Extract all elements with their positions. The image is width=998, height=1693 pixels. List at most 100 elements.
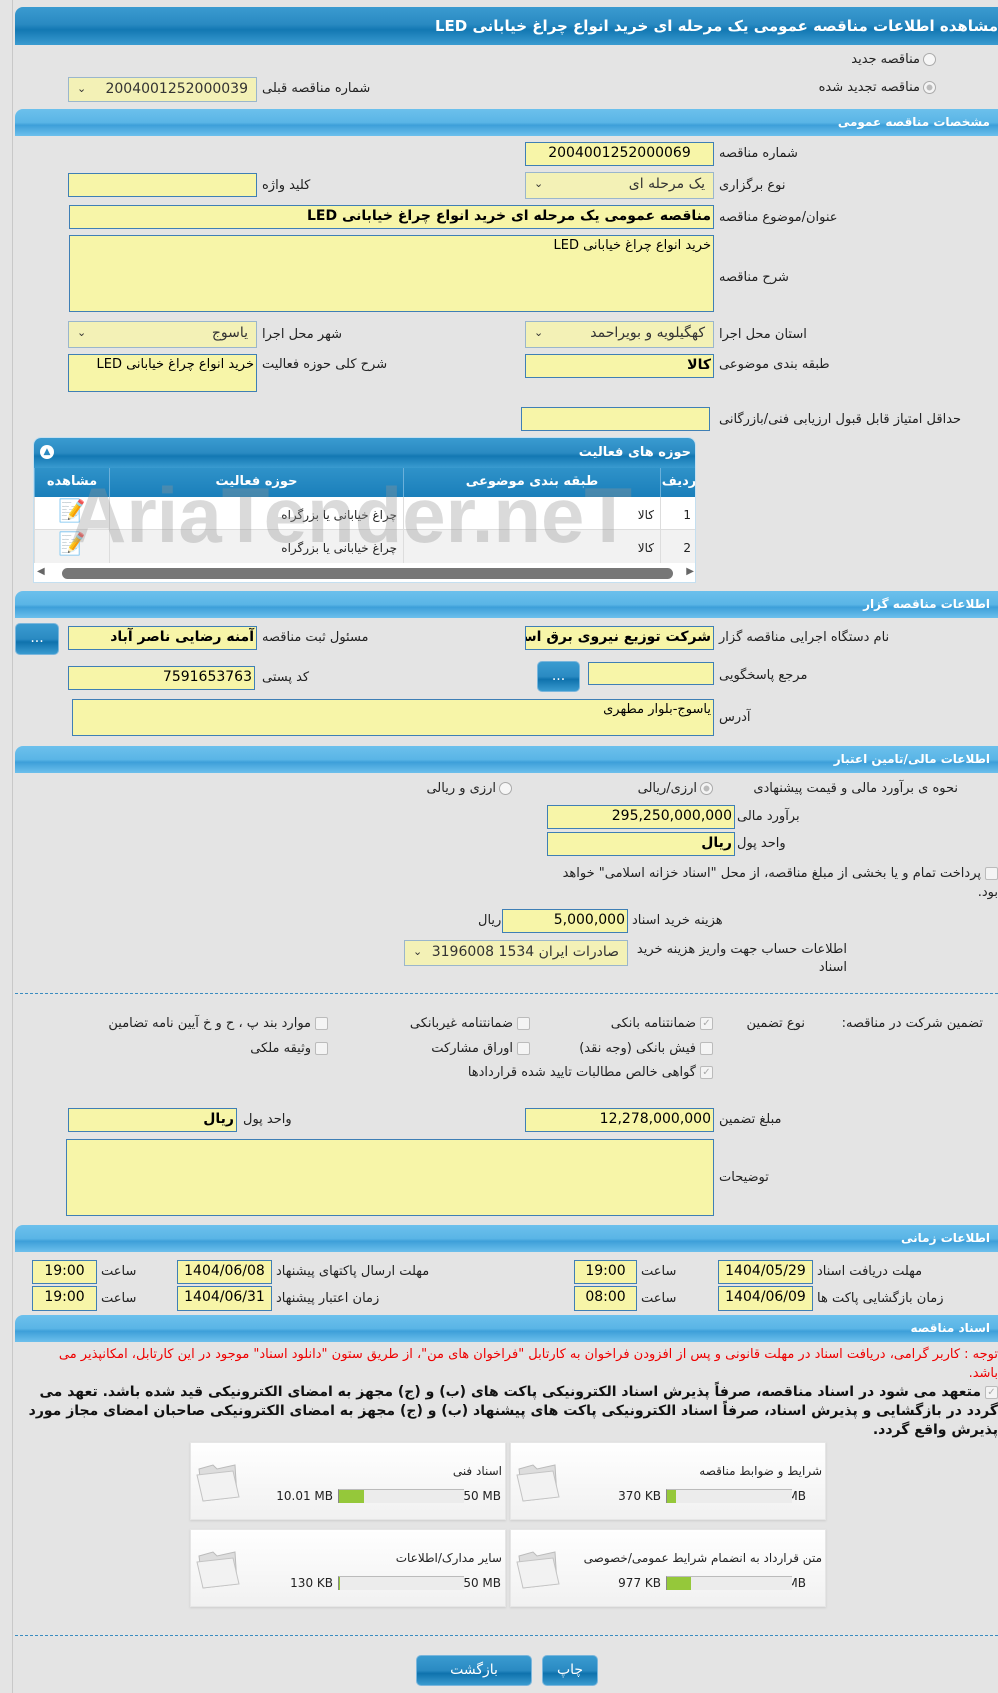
guarantee-option[interactable]: فیش بانکی (وجه نقد) bbox=[579, 1041, 713, 1056]
doc-deadline-field[interactable]: 1404/05/29 bbox=[718, 1260, 813, 1284]
size-progress-fill bbox=[667, 1490, 676, 1503]
checkbox-icon[interactable] bbox=[315, 1017, 328, 1030]
commitment-text: متعهد می شود در اسناد مناقصه، صرفاً پذیر… bbox=[28, 1384, 998, 1438]
column-header-category: طبقه بندی موضوعی bbox=[403, 468, 660, 497]
scroll-right-icon[interactable]: ▶ bbox=[686, 566, 694, 577]
postal-code-field[interactable]: 7591653763 bbox=[68, 666, 255, 690]
select-responsible-button[interactable]: ... bbox=[15, 623, 59, 655]
fee-field[interactable]: 5,000,000 bbox=[502, 909, 628, 933]
document-title: سایر مدارک/اطلاعات bbox=[395, 1551, 502, 1565]
guarantee-amount-field[interactable]: 12,278,000,000 bbox=[525, 1108, 714, 1132]
cell-category: کالا bbox=[403, 530, 660, 563]
account-select[interactable]: صادرات ایران 1534 3196008 ⌄ bbox=[404, 940, 628, 966]
panel-title: حوزه های فعالیت bbox=[578, 445, 691, 460]
document-card[interactable]: اسناد فنی 50 MB 10.01 MB bbox=[190, 1442, 506, 1520]
opening-field[interactable]: 1404/06/09 bbox=[718, 1286, 813, 1311]
radio-label: ارزی/ریالی bbox=[637, 781, 697, 796]
tender-number-field[interactable]: 2004001252000069 bbox=[525, 142, 714, 166]
option-label: ضمانتنامه بانکی bbox=[610, 1016, 696, 1031]
checkbox-checked-icon[interactable]: ✓ bbox=[985, 1385, 998, 1399]
select-value: یاسوج bbox=[211, 325, 248, 341]
radio-foreign-rial[interactable]: ارزی و ریالی bbox=[426, 781, 512, 796]
scroll-left-icon[interactable]: ◀ bbox=[37, 566, 45, 577]
checkbox-icon[interactable] bbox=[517, 1042, 530, 1055]
document-size: 370 KB bbox=[618, 1489, 661, 1503]
collapse-icon[interactable]: ▲ bbox=[40, 445, 54, 459]
guarantee-option[interactable]: ✓ گواهی خالص مطالبات تایید شده قراردادها bbox=[468, 1065, 713, 1080]
treasury-checkbox-row[interactable]: پرداخت تمام و یا بخشی از مبلغ مناقصه، از… bbox=[540, 864, 998, 902]
radio-rial[interactable]: ارزی/ریالی bbox=[638, 781, 713, 796]
prev-tender-select[interactable]: 2004001252000039 ⌄ bbox=[68, 77, 257, 102]
address-field[interactable]: یاسوج-بلوار مطهری bbox=[72, 699, 714, 736]
checkbox-icon[interactable] bbox=[315, 1042, 328, 1055]
radio-label: مناقصه جدید bbox=[851, 52, 920, 67]
document-card[interactable]: سایر مدارک/اطلاعات 50 MB 130 KB bbox=[190, 1529, 506, 1607]
send-deadline-time-field[interactable]: 19:00 bbox=[32, 1260, 97, 1284]
guarantee-type-label: نوع تضمین bbox=[746, 1016, 805, 1031]
checkbox-icon[interactable] bbox=[985, 867, 998, 880]
doc-deadline-label: مهلت دریافت اسناد bbox=[817, 1264, 923, 1279]
guarantee-option[interactable]: ضمانتنامه غیربانکی bbox=[410, 1016, 530, 1031]
checkbox-checked-icon[interactable]: ✓ bbox=[700, 1017, 713, 1030]
estimate-field[interactable]: 295,250,000,000 bbox=[547, 805, 735, 829]
radio-icon[interactable] bbox=[923, 53, 936, 66]
guarantee-currency-field[interactable]: ریال bbox=[68, 1108, 237, 1132]
category-field[interactable]: کالا bbox=[525, 354, 714, 378]
activities-panel-header: حوزه های فعالیت ▲ bbox=[34, 438, 695, 468]
document-card[interactable]: شرایط و ضوابط مناقصه 5 MB 370 KB bbox=[510, 1442, 826, 1520]
table-row: 2 کالا چراغ خیابانی یا بزرگراه 📝 bbox=[34, 530, 695, 563]
city-select[interactable]: یاسوج ⌄ bbox=[68, 321, 257, 348]
keyword-label: کلید واژه bbox=[262, 178, 311, 193]
checkbox-icon[interactable] bbox=[700, 1042, 713, 1055]
scrollbar-thumb[interactable] bbox=[62, 568, 673, 579]
view-document-icon[interactable]: 📝 bbox=[34, 530, 109, 563]
responsible-field[interactable]: آمنه رضایی ناصر آباد bbox=[68, 626, 257, 650]
activities-panel: حوزه های فعالیت ▲ ردیف طبقه بندی موضوعی … bbox=[33, 437, 696, 583]
radio-renewed-tender[interactable]: مناقصه تجدید شده bbox=[819, 80, 936, 95]
min-score-field[interactable] bbox=[521, 407, 710, 431]
type-select[interactable]: یک مرحله ای ⌄ bbox=[525, 172, 714, 199]
view-document-icon[interactable]: 📝 bbox=[34, 497, 109, 530]
size-progress-bar bbox=[338, 1576, 464, 1590]
radio-label: ارزی و ریالی bbox=[426, 781, 496, 796]
validity-field[interactable]: 1404/06/31 bbox=[177, 1286, 272, 1311]
organizer-field[interactable]: شرکت توزیع نیروی برق است bbox=[525, 626, 714, 650]
send-deadline-field[interactable]: 1404/06/08 bbox=[177, 1260, 272, 1284]
print-button[interactable]: چاپ bbox=[542, 1655, 598, 1686]
description-field[interactable]: خرید انواع چراغ خیابانی LED bbox=[69, 235, 714, 312]
validity-time-field[interactable]: 19:00 bbox=[32, 1286, 97, 1311]
size-progress-fill bbox=[667, 1577, 691, 1590]
select-reference-button[interactable]: ... bbox=[537, 661, 580, 692]
subject-field[interactable]: مناقصه عمومی یک مرحله ای خرید انواع چراغ… bbox=[69, 205, 714, 229]
reference-field[interactable] bbox=[588, 662, 714, 685]
guarantee-option[interactable]: موارد بند پ ، ح و خ آیین نامه تضامین bbox=[108, 1016, 328, 1031]
document-title: متن قرارداد به انضمام شرایط عمومی/خصوصی bbox=[583, 1551, 822, 1565]
page-title: مشاهده اطلاعات مناقصه عمومی یک مرحله ای … bbox=[15, 7, 998, 45]
size-progress-bar bbox=[338, 1489, 464, 1503]
horizontal-scrollbar[interactable]: ◀ ▶ bbox=[34, 563, 695, 582]
back-button[interactable]: بازگشت bbox=[416, 1655, 532, 1686]
radio-icon[interactable] bbox=[499, 782, 512, 795]
estimate-method-label: نحوه ی برآورد مالی و قیمت پیشنهادی bbox=[753, 781, 958, 796]
currency-field[interactable]: ریال bbox=[547, 832, 735, 856]
radio-new-tender[interactable]: مناقصه جدید bbox=[851, 52, 936, 67]
province-select[interactable]: کهگیلویه و بویراحمد ⌄ bbox=[525, 321, 714, 348]
radio-icon[interactable] bbox=[700, 782, 713, 795]
checkbox-icon[interactable] bbox=[517, 1017, 530, 1030]
checkbox-checked-icon[interactable]: ✓ bbox=[700, 1066, 713, 1079]
cell-field: چراغ خیابانی یا بزرگراه bbox=[109, 530, 403, 563]
folder-icon bbox=[516, 1464, 560, 1502]
doc-deadline-time-field[interactable]: 19:00 bbox=[574, 1260, 637, 1284]
keyword-field[interactable] bbox=[68, 173, 257, 197]
radio-icon[interactable] bbox=[923, 81, 936, 94]
cell-row: 1 bbox=[660, 497, 695, 530]
guarantee-option[interactable]: ✓ ضمانتنامه بانکی bbox=[611, 1016, 713, 1031]
activity-desc-field[interactable]: خرید انواع چراغ خیابانی LED bbox=[68, 354, 257, 392]
document-card[interactable]: متن قرارداد به انضمام شرایط عمومی/خصوصی … bbox=[510, 1529, 826, 1607]
guarantee-option[interactable]: وثیقه ملکی bbox=[250, 1041, 328, 1056]
opening-time-field[interactable]: 08:00 bbox=[574, 1286, 637, 1311]
size-progress-fill bbox=[339, 1577, 341, 1590]
notes-field[interactable] bbox=[66, 1139, 714, 1216]
guarantee-option[interactable]: اوراق مشارکت bbox=[431, 1041, 530, 1056]
description-label: شرح مناقصه bbox=[719, 270, 789, 285]
